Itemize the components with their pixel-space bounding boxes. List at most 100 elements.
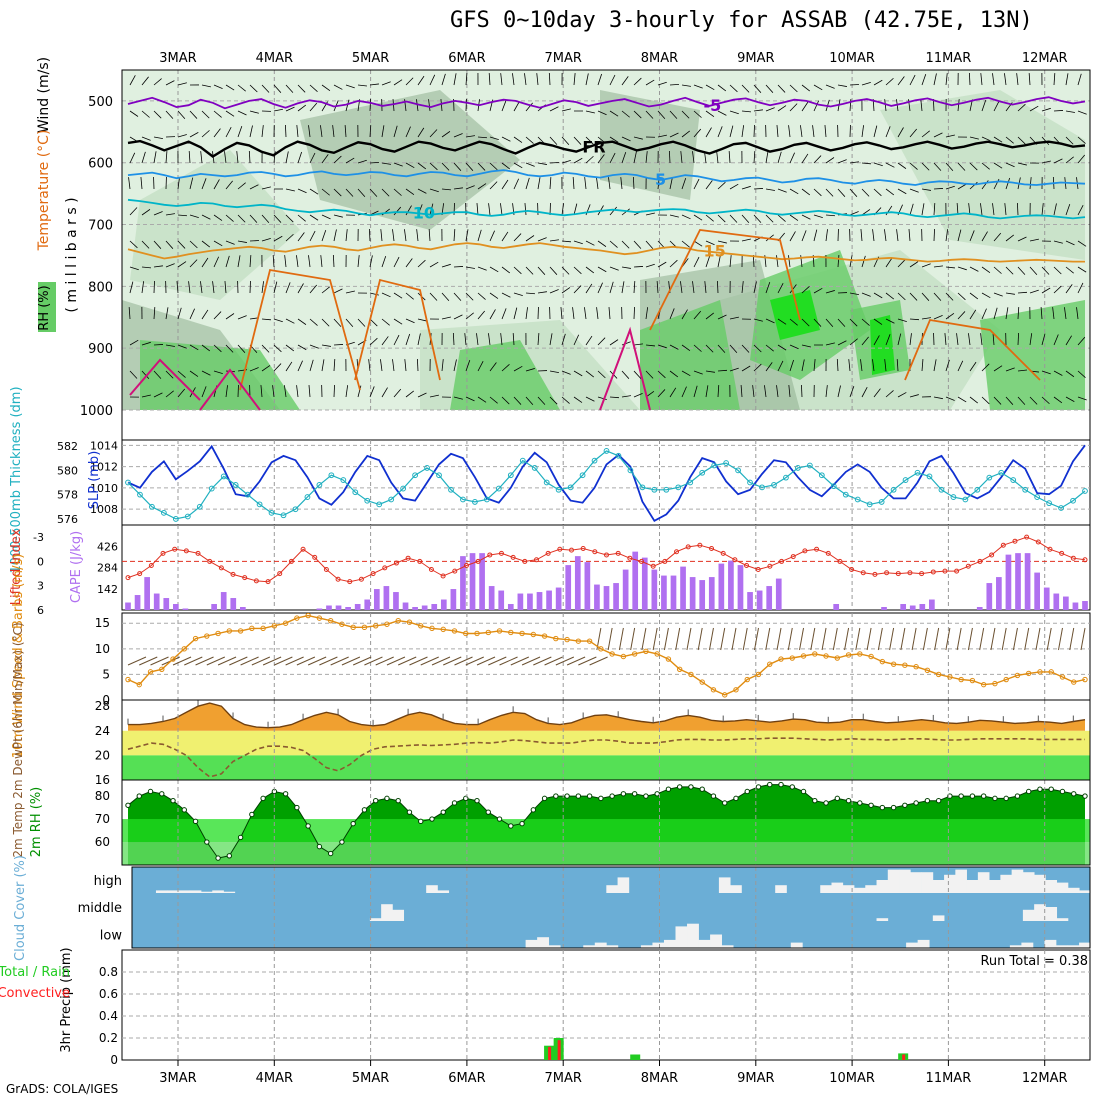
wind-barb — [465, 266, 475, 269]
wind-speed-point — [519, 630, 525, 637]
thickness-point — [232, 482, 239, 488]
wind-barb — [777, 188, 787, 193]
lifted-index-point — [405, 555, 411, 561]
lifted-index-point — [1035, 539, 1041, 545]
wind-barb — [669, 344, 679, 350]
wind-barb — [669, 110, 678, 119]
wind-barb — [501, 100, 507, 112]
wind-barb — [477, 136, 488, 139]
wind-barb — [429, 203, 434, 216]
ylabel-convective: Convective — [0, 986, 70, 1001]
wind-barb — [369, 337, 378, 346]
wind-barb — [860, 359, 863, 372]
rh2m-point — [395, 797, 401, 804]
wind-barb — [573, 396, 583, 403]
wind-barb — [705, 214, 714, 222]
wind-barb — [753, 125, 755, 138]
wind-barb — [441, 292, 450, 301]
wind-barb — [873, 79, 883, 86]
wind-barb — [513, 365, 523, 372]
lifted-index-point — [172, 546, 178, 552]
rh2m-point — [992, 795, 998, 802]
wind-barb — [369, 161, 380, 164]
wind-barb — [621, 266, 631, 269]
date-tick-top: 6MAR — [448, 51, 485, 66]
wind-barb — [1029, 333, 1033, 346]
lifted-index-point — [277, 571, 283, 577]
wind-barb — [465, 396, 475, 402]
cape-bar — [211, 604, 217, 610]
wind-speed-point — [1026, 670, 1032, 677]
rh-moist-region — [980, 300, 1085, 410]
wind-barb — [981, 231, 988, 242]
wind-barb — [561, 240, 572, 243]
wind-barb — [717, 314, 727, 320]
lifted-index-point — [627, 555, 633, 561]
cape-bar — [364, 599, 371, 610]
wind-barb — [967, 627, 973, 651]
wind-barb — [1053, 370, 1063, 376]
wind-barb — [981, 266, 991, 274]
wind-speed-point — [282, 620, 289, 626]
wind-barb — [201, 309, 209, 320]
thickness-point — [149, 503, 155, 510]
wind-barb — [375, 656, 394, 666]
wind-barb — [801, 84, 811, 92]
wind-barb — [957, 162, 966, 171]
wind-speed-point — [789, 655, 795, 661]
thickness-line — [127, 450, 1086, 520]
wind-barb — [969, 396, 979, 404]
wind-barb — [465, 185, 475, 190]
cape-bar — [354, 604, 361, 610]
wind-barb — [513, 396, 522, 405]
wind-barb — [777, 282, 784, 294]
cape-bar — [316, 608, 323, 610]
wind-barb — [141, 76, 149, 86]
wind-barb — [429, 162, 438, 171]
wind-barb — [837, 255, 840, 268]
date-tick-top: 3MAR — [159, 51, 196, 66]
ylabel-precip: 3hr Precip (mm) — [59, 947, 74, 1052]
wind-barb — [345, 318, 354, 327]
wind-speed-point — [147, 669, 154, 675]
wind-barb — [261, 318, 272, 321]
wind-barb — [704, 281, 707, 294]
wind-barb — [909, 261, 919, 268]
cape-bar — [479, 553, 485, 610]
temperature-line — [128, 702, 1086, 729]
rh2m-band-low — [122, 842, 1090, 865]
precip-tick: 0.4 — [99, 1009, 118, 1023]
ylabel-total-rain: Total / Rain — [0, 965, 70, 980]
thickness-point — [137, 491, 143, 498]
wind-barb — [681, 344, 691, 352]
rh2m-point — [125, 802, 131, 808]
wind-barb — [896, 359, 899, 372]
cloud-bar — [652, 942, 665, 948]
rh2m-point — [406, 809, 413, 815]
rh2m-point — [147, 788, 154, 795]
wind-barb — [861, 209, 871, 216]
wind-barb — [909, 318, 920, 321]
cloud-bar — [1079, 942, 1091, 948]
wind-barb — [129, 152, 136, 164]
thickness-point — [986, 474, 993, 481]
wind-barb — [957, 360, 964, 372]
wind-barb — [261, 238, 271, 242]
rh2m-point — [643, 793, 649, 799]
wind-barb — [513, 136, 523, 143]
lifted-index-point — [545, 550, 551, 556]
wind-barb — [464, 333, 467, 346]
wind-barb — [489, 266, 499, 273]
wind-barb — [189, 177, 194, 190]
wind-barb — [285, 344, 295, 352]
wind-barb — [510, 656, 530, 666]
lifted-index-tick: 3 — [37, 580, 44, 593]
wind-barb — [693, 370, 703, 375]
wind-barb — [585, 266, 595, 274]
wind-barb — [153, 211, 163, 216]
rh-cloud-region — [300, 90, 520, 230]
lifted-index-point — [674, 549, 680, 555]
wind-barb — [993, 365, 1003, 372]
date-tick-top: 8MAR — [641, 51, 678, 66]
wind-barb — [981, 162, 990, 170]
